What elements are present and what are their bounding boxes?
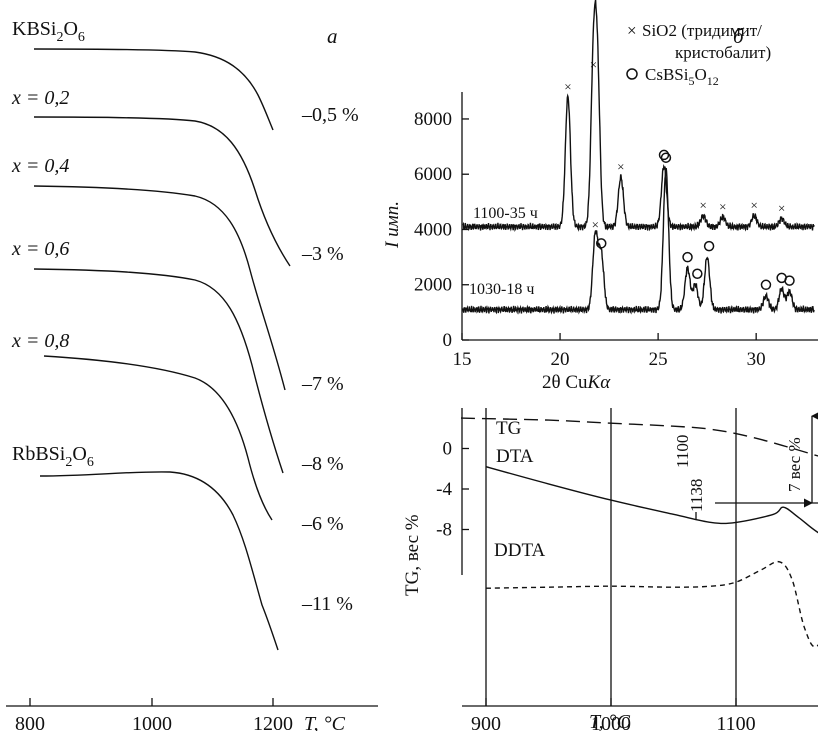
thermal-y-tick-label: 0 xyxy=(443,439,453,460)
panel-c: 9001000110012000-4-8 TG DTA DDTA 1100 11… xyxy=(402,408,818,731)
xrd-legend: × SiO2 (тридимит/ кристобалит) CsBSi5O12 xyxy=(626,21,771,88)
label-rbbsi2o6: RbBSi2O6 xyxy=(12,443,94,470)
label-x-0-2: x = 0,2 xyxy=(11,87,69,109)
xrd-y-tick-label: 4000 xyxy=(414,219,452,240)
legend-x-line2: кристобалит) xyxy=(675,43,771,62)
curve-rbbsi2o6 xyxy=(39,471,279,651)
panel-b-letter: б xyxy=(733,24,745,48)
panel-b: б × SiO2 (тридимит/ кристобалит) CsBSi5O… xyxy=(382,0,818,393)
peak-1138-label: 1138 xyxy=(687,479,706,512)
loss-x-0-6: –3 % xyxy=(301,243,344,265)
xrd-marker-o xyxy=(682,251,693,263)
xrd-marker-o xyxy=(660,152,672,163)
panel-a-letter: а xyxy=(327,24,338,48)
panel-a-x-axis-label: T, °C xyxy=(304,713,346,731)
legend-x-marker: × xyxy=(627,21,637,40)
loss-rbbsi2o6-a: –8 % xyxy=(301,453,344,475)
legend-o-label: CsBSi5O12 xyxy=(645,65,719,88)
thermal-y-tick-label: -4 xyxy=(436,479,452,500)
ddta-label: DDTA xyxy=(494,540,546,561)
curve-kbsi2o6 xyxy=(33,48,274,131)
xrd-x-tick-label: 25 xyxy=(649,349,668,370)
mass-loss-label: 7 вес % xyxy=(785,437,804,492)
legend-x-line1: SiO2 (тридимит/ xyxy=(642,21,762,40)
xrd-y-tick-label: 0 xyxy=(443,330,453,351)
xrd-marker-o xyxy=(658,149,670,161)
xrd-marker-x: × xyxy=(719,199,726,214)
xrd-x-tick-label: 15 xyxy=(453,349,472,370)
label-x-0-6: x = 0,6 xyxy=(11,238,69,260)
label-x-0-4: x = 0,4 xyxy=(11,155,69,177)
loss-rbbsi2o6-b: –6 % xyxy=(301,513,344,535)
xrd-marker-x: × xyxy=(700,198,707,213)
dta-label: DTA xyxy=(496,446,534,467)
xrd-marker-o xyxy=(692,268,703,279)
tg-label: TG xyxy=(496,418,522,439)
xrd-ticks: 15 20 25 30 0 2000 4000 6000 8000 xyxy=(414,109,766,370)
legend-o-marker xyxy=(626,68,638,80)
trace-label-1100: 1100-35 ч xyxy=(473,205,538,222)
panel-a-tick-label-800: 800 xyxy=(15,713,45,731)
thermal-x-tick-label: 1000 xyxy=(591,713,631,731)
thermal-y-tick-label: -8 xyxy=(436,520,452,541)
label-kbsi2o6: KBSi2O6 xyxy=(12,18,85,45)
xrd-traces xyxy=(462,0,815,315)
thermal-x-tick-label: 1100 xyxy=(716,713,755,731)
trace-label-1030: 1030-18 ч xyxy=(469,281,534,298)
ddta-curve xyxy=(485,560,818,648)
xrd-marker-o xyxy=(595,238,607,249)
thermal-x-tick-label: 900 xyxy=(471,713,501,731)
loss-x-0-2: –0,5 % xyxy=(301,104,359,126)
curve-x-0-4 xyxy=(33,185,286,391)
xrd-x-tick-label: 30 xyxy=(747,349,766,370)
xrd-y-tick-label: 2000 xyxy=(414,275,452,296)
xrd-marker-x: × xyxy=(592,217,599,232)
loss-x-0-8: –7 % xyxy=(301,373,344,395)
thermal-ticks: 9001000110012000-4-8 xyxy=(436,439,755,731)
loss-rbbsi2o6-c: –11 % xyxy=(301,593,353,615)
xrd-marker-x: × xyxy=(590,57,597,72)
xrd-marker-o xyxy=(703,240,715,252)
xrd-marker-x: × xyxy=(751,198,758,213)
curve-x-0-6 xyxy=(33,268,284,474)
peak-1100-label: 1100 xyxy=(673,435,692,468)
xrd-y-tick-label: 6000 xyxy=(414,164,452,185)
xrd-markers: × × × × × × × × xyxy=(564,57,795,291)
xrd-marker-x: × xyxy=(778,200,785,215)
xrd-trace-1 xyxy=(462,167,815,315)
thermal-y-axis-label: TG, вес % xyxy=(402,514,423,596)
xrd-marker-o xyxy=(760,279,772,291)
thermal-x-axis-label: T, °C xyxy=(589,711,631,731)
curve-x-0-8 xyxy=(43,355,273,521)
xrd-y-tick-label: 8000 xyxy=(414,109,452,130)
xrd-marker-o xyxy=(784,275,795,286)
panel-a-tick-label-1000: 1000 xyxy=(132,713,172,731)
panel-a: а KBSi2O6 x = 0,2 –0,5 % x = 0,4 x = 0,6… xyxy=(6,18,378,731)
xrd-y-axis-label: I имп. xyxy=(382,201,403,249)
xrd-marker-x: × xyxy=(617,159,624,174)
xrd-marker-x: × xyxy=(564,79,571,94)
curve-x-0-2 xyxy=(33,116,291,267)
xrd-x-axis-label: 2θ CuKα xyxy=(542,372,611,393)
xrd-x-tick-label: 20 xyxy=(551,349,570,370)
dta-curve xyxy=(485,466,818,534)
label-x-0-8: x = 0,8 xyxy=(11,330,69,352)
panel-a-tick-label-1200: 1200 xyxy=(253,713,293,731)
xrd-trace-0 xyxy=(462,0,815,232)
